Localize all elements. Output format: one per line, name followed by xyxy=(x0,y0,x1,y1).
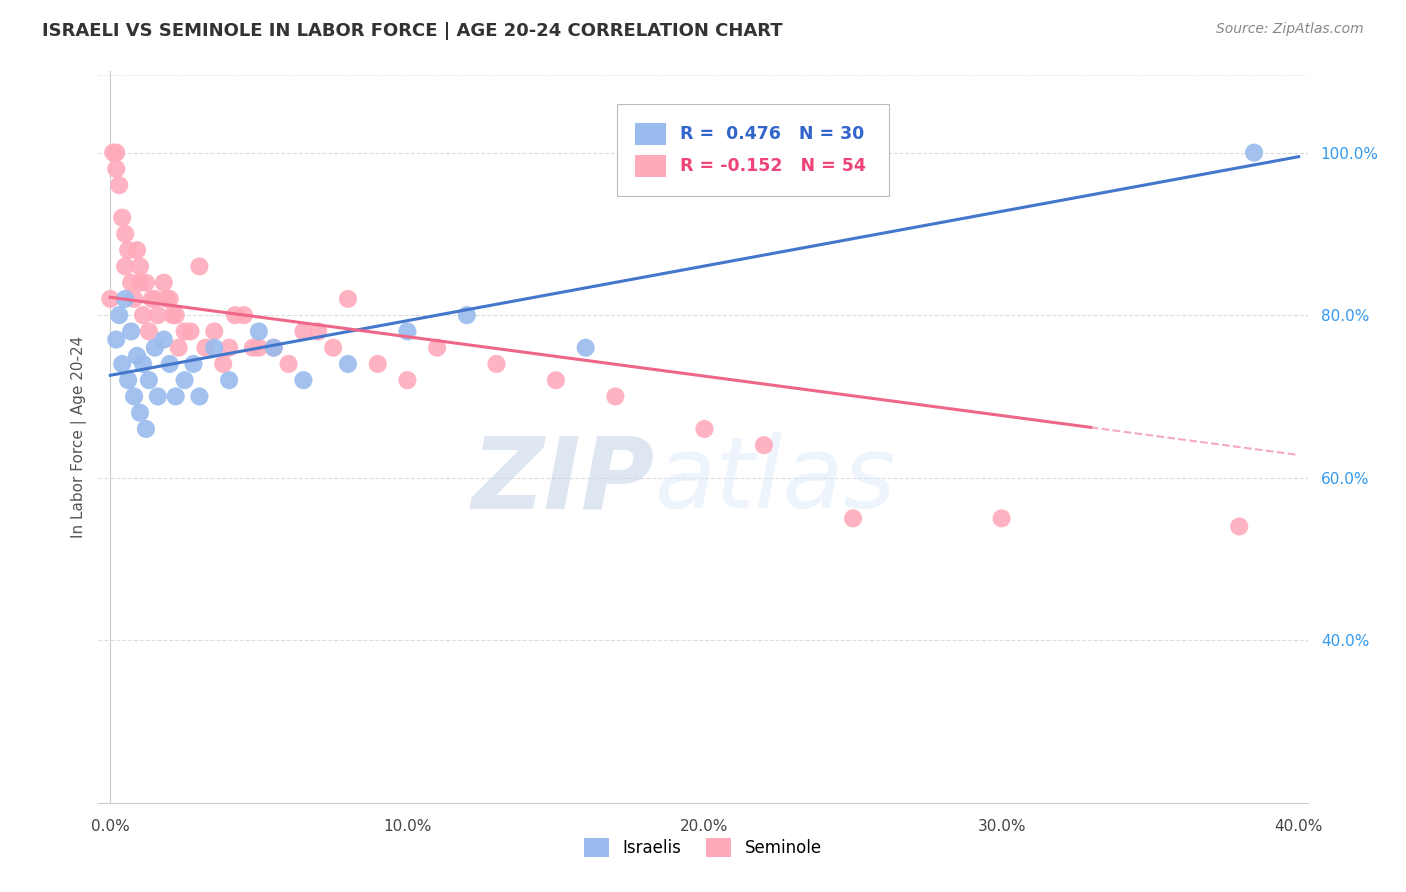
Point xyxy=(98,292,121,306)
Text: ISRAELI VS SEMINOLE IN LABOR FORCE | AGE 20-24 CORRELATION CHART: ISRAELI VS SEMINOLE IN LABOR FORCE | AGE… xyxy=(42,22,783,40)
Point xyxy=(247,341,270,355)
Point xyxy=(105,161,128,176)
Point xyxy=(117,243,139,257)
Point xyxy=(183,357,205,371)
Point xyxy=(173,325,195,339)
Text: Source: ZipAtlas.com: Source: ZipAtlas.com xyxy=(1216,22,1364,37)
Point xyxy=(135,422,157,436)
Point xyxy=(188,260,211,274)
Point xyxy=(159,292,181,306)
Point xyxy=(152,333,174,347)
Point xyxy=(188,389,211,403)
Point xyxy=(990,511,1012,525)
Point xyxy=(120,276,142,290)
Point xyxy=(111,357,134,371)
Point xyxy=(336,357,359,371)
Point xyxy=(605,389,627,403)
Point xyxy=(292,325,315,339)
Point xyxy=(146,308,169,322)
Point xyxy=(544,373,567,387)
Point xyxy=(752,438,775,452)
Point xyxy=(202,341,225,355)
Point xyxy=(233,308,256,322)
Point xyxy=(143,292,166,306)
Point xyxy=(194,341,217,355)
Point xyxy=(842,511,865,525)
Point xyxy=(485,357,508,371)
Point xyxy=(159,357,181,371)
Point xyxy=(114,227,136,241)
Point xyxy=(336,292,359,306)
Y-axis label: In Labor Force | Age 20-24: In Labor Force | Age 20-24 xyxy=(72,336,87,538)
Point xyxy=(263,341,285,355)
Point xyxy=(292,373,315,387)
Point xyxy=(129,276,152,290)
Point xyxy=(135,276,157,290)
Point xyxy=(212,357,235,371)
Point xyxy=(108,178,131,193)
Point xyxy=(125,349,148,363)
Point xyxy=(263,341,285,355)
Point xyxy=(218,373,240,387)
Point xyxy=(426,341,449,355)
FancyBboxPatch shape xyxy=(636,122,665,145)
Point xyxy=(367,357,389,371)
FancyBboxPatch shape xyxy=(617,104,889,195)
Point xyxy=(141,292,163,306)
Point xyxy=(129,406,152,420)
Point xyxy=(122,292,145,306)
Point xyxy=(277,357,299,371)
Point xyxy=(108,308,131,322)
Point xyxy=(322,341,344,355)
Point xyxy=(1227,519,1250,533)
Point xyxy=(156,292,179,306)
Point xyxy=(575,341,598,355)
Point xyxy=(105,145,128,160)
Legend: Israelis, Seminole: Israelis, Seminole xyxy=(578,831,828,864)
Point xyxy=(138,325,160,339)
Point xyxy=(138,373,160,387)
Point xyxy=(125,243,148,257)
Point xyxy=(132,357,155,371)
Point xyxy=(132,308,155,322)
Point xyxy=(218,341,240,355)
Point xyxy=(180,325,202,339)
Point xyxy=(111,211,134,225)
Point xyxy=(143,341,166,355)
Point xyxy=(122,389,145,403)
Point xyxy=(242,341,264,355)
Point xyxy=(224,308,246,322)
Point xyxy=(1243,145,1265,160)
Point xyxy=(456,308,478,322)
Point xyxy=(247,325,270,339)
Point xyxy=(173,373,195,387)
Point xyxy=(693,422,716,436)
Point xyxy=(120,325,142,339)
Point xyxy=(146,389,169,403)
Point xyxy=(129,260,152,274)
Point xyxy=(117,373,139,387)
FancyBboxPatch shape xyxy=(636,155,665,178)
Text: R =  0.476   N = 30: R = 0.476 N = 30 xyxy=(681,125,865,143)
Point xyxy=(396,373,419,387)
Point xyxy=(152,276,174,290)
Point xyxy=(167,341,190,355)
Point xyxy=(165,308,187,322)
Point xyxy=(114,260,136,274)
Point xyxy=(202,325,225,339)
Point xyxy=(105,333,128,347)
Point xyxy=(165,389,187,403)
Text: ZIP: ZIP xyxy=(471,433,655,530)
Point xyxy=(396,325,419,339)
Point xyxy=(114,292,136,306)
Point xyxy=(162,308,184,322)
Text: atlas: atlas xyxy=(655,433,896,530)
Text: R = -0.152   N = 54: R = -0.152 N = 54 xyxy=(681,158,866,176)
Point xyxy=(103,145,125,160)
Point xyxy=(307,325,329,339)
